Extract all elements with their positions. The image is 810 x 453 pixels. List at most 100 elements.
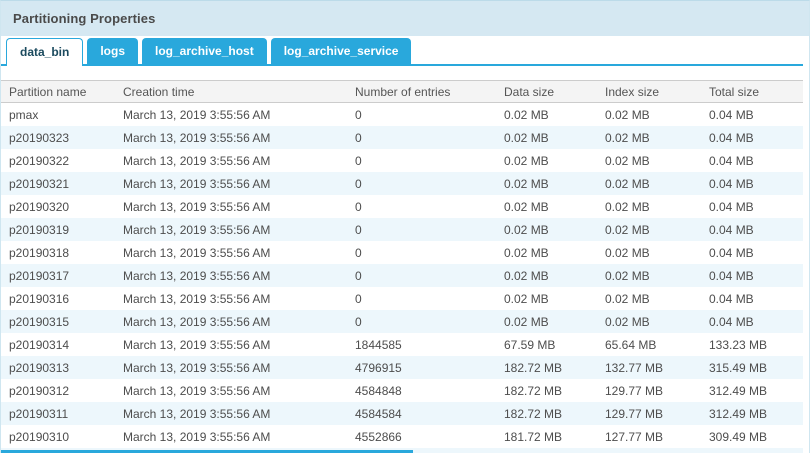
cell-total-size: 0.04 MB [709, 107, 754, 122]
cell-total-size: 0.04 MB [709, 222, 754, 237]
table-row[interactable]: p20190318 March 13, 2019 3:55:56 AM 0 0.02 … [1, 241, 803, 264]
cell-total-size: 312.49 MB [709, 383, 768, 398]
cell-index-size: 0.02 MB [605, 268, 650, 283]
cell-partition-name: p20190311 [9, 406, 69, 421]
cell-creation-time: March 13, 2019 3:55:56 AM [123, 130, 271, 145]
table-row[interactable]: p20190311 March 13, 2019 3:55:56 AM 458458… [1, 402, 803, 425]
cell-number-of-entries: 0 [355, 107, 362, 122]
cell-number-of-entries: 0 [355, 314, 362, 329]
cell-total-size: 0.04 MB [709, 130, 754, 145]
tab-log_archive_host[interactable]: log_archive_host [142, 38, 267, 64]
cell-data-size: 0.02 MB [504, 268, 549, 283]
tab-logs[interactable]: logs [87, 38, 139, 64]
cell-data-size: 0.02 MB [504, 314, 549, 329]
tab-data_bin[interactable]: data_bin [6, 38, 84, 66]
cell-number-of-entries: 1844585 [355, 337, 402, 352]
cell-creation-time: March 13, 2019 3:55:56 AM [123, 429, 271, 444]
column-header-creation-time: Creation time [123, 84, 195, 99]
cell-number-of-entries: 4796915 [355, 360, 402, 375]
cell-creation-time: March 13, 2019 3:55:56 AM [123, 406, 271, 421]
cell-data-size: 182.72 MB [504, 360, 563, 375]
cell-total-size: 0.04 MB [709, 245, 754, 260]
partitions-table: Partition name Creation time Number of e… [1, 80, 803, 453]
cell-number-of-entries: 0 [355, 153, 362, 168]
cell-partition-name: p20190313 [9, 360, 70, 375]
cell-total-size: 312.49 MB [709, 406, 768, 421]
cell-creation-time: March 13, 2019 3:55:56 AM [123, 199, 271, 214]
table-row[interactable]: p20190314 March 13, 2019 3:55:56 AM 184458… [1, 333, 803, 356]
column-header-partition-name: Partition name [9, 84, 87, 99]
column-header-number-of-entries: Number of entries [355, 84, 451, 99]
cell-number-of-entries: 4552866 [355, 429, 402, 444]
panel-title: Partitioning Properties [13, 11, 156, 26]
table-row[interactable]: p20190323 March 13, 2019 3:55:56 AM 0 0.02 … [1, 126, 803, 149]
cell-total-size: 0.04 MB [709, 291, 754, 306]
tab-bar: data_bin logs log_archive_host log_archive_… [1, 38, 803, 66]
cell-creation-time: March 13, 2019 3:55:56 AM [123, 222, 271, 237]
table-row[interactable]: pmax March 13, 2019 3:55:56 AM 0 0.02 MB 0.0… [1, 103, 803, 126]
cell-data-size: 0.02 MB [504, 153, 549, 168]
cell-number-of-entries: 0 [355, 291, 362, 306]
table-row[interactable]: p20190321 March 13, 2019 3:55:56 AM 0 0.02 … [1, 172, 803, 195]
horizontal-scrollbar-thumb[interactable] [1, 450, 413, 453]
cell-creation-time: March 13, 2019 3:55:56 AM [123, 383, 271, 398]
cell-partition-name: p20190320 [9, 199, 70, 214]
cell-partition-name: p20190312 [9, 383, 70, 398]
cell-partition-name: p20190318 [9, 245, 70, 260]
table-body: pmax March 13, 2019 3:55:56 AM 0 0.02 MB 0.0… [1, 103, 803, 448]
cell-partition-name: p20190316 [9, 291, 70, 306]
cell-number-of-entries: 0 [355, 176, 362, 191]
cell-creation-time: March 13, 2019 3:55:56 AM [123, 291, 271, 306]
cell-index-size: 0.02 MB [605, 314, 650, 329]
cell-data-size: 182.72 MB [504, 383, 563, 398]
cell-data-size: 0.02 MB [504, 291, 549, 306]
tab-log_archive_service[interactable]: log_archive_service [270, 38, 412, 64]
cell-number-of-entries: 4584848 [355, 383, 402, 398]
table-row[interactable]: p20190320 March 13, 2019 3:55:56 AM 0 0.02 … [1, 195, 803, 218]
cell-creation-time: March 13, 2019 3:55:56 AM [123, 245, 271, 260]
cell-index-size: 129.77 MB [605, 383, 664, 398]
cell-creation-time: March 13, 2019 3:55:56 AM [123, 360, 271, 375]
table-row[interactable]: p20190315 March 13, 2019 3:55:56 AM 0 0.02 … [1, 310, 803, 333]
cell-number-of-entries: 0 [355, 199, 362, 214]
cell-partition-name: p20190321 [9, 176, 70, 191]
cell-total-size: 133.23 MB [709, 337, 768, 352]
table-row[interactable]: p20190313 March 13, 2019 3:55:56 AM 479691… [1, 356, 803, 379]
cell-index-size: 132.77 MB [605, 360, 664, 375]
cell-data-size: 0.02 MB [504, 245, 549, 260]
cell-number-of-entries: 0 [355, 130, 362, 145]
table-row[interactable]: p20190316 March 13, 2019 3:55:56 AM 0 0.02 … [1, 287, 803, 310]
table-row[interactable]: p20190310 March 13, 2019 3:55:56 AM 455286… [1, 425, 803, 448]
table-row[interactable]: p20190317 March 13, 2019 3:55:56 AM 0 0.02 … [1, 264, 803, 287]
cell-number-of-entries: 4584584 [355, 406, 402, 421]
table-row[interactable]: p20190312 March 13, 2019 3:55:56 AM 458484… [1, 379, 803, 402]
cell-data-size: 0.02 MB [504, 107, 549, 122]
cell-total-size: 0.04 MB [709, 199, 754, 214]
cell-total-size: 309.49 MB [709, 429, 768, 444]
cell-creation-time: March 13, 2019 3:55:56 AM [123, 153, 271, 168]
cell-creation-time: March 13, 2019 3:55:56 AM [123, 268, 271, 283]
table-row[interactable]: p20190319 March 13, 2019 3:55:56 AM 0 0.02 … [1, 218, 803, 241]
cell-data-size: 182.72 MB [504, 406, 563, 421]
cell-partition-name: p20190319 [9, 222, 70, 237]
cell-number-of-entries: 0 [355, 268, 362, 283]
cell-index-size: 0.02 MB [605, 153, 650, 168]
cell-partition-name: p20190317 [9, 268, 70, 283]
cell-data-size: 0.02 MB [504, 199, 549, 214]
cell-data-size: 67.59 MB [504, 337, 556, 352]
cell-partition-name: p20190323 [9, 130, 70, 145]
cell-number-of-entries: 0 [355, 222, 362, 237]
column-header-index-size: Index size [605, 84, 660, 99]
column-header-data-size: Data size [504, 84, 555, 99]
cell-index-size: 0.02 MB [605, 222, 650, 237]
cell-index-size: 65.64 MB [605, 337, 657, 352]
panel-titlebar: Partitioning Properties [1, 1, 809, 36]
cell-total-size: 0.04 MB [709, 153, 754, 168]
cell-total-size: 315.49 MB [709, 360, 768, 375]
cell-index-size: 0.02 MB [605, 199, 650, 214]
cell-data-size: 181.72 MB [504, 429, 563, 444]
cell-index-size: 0.02 MB [605, 107, 650, 122]
cell-total-size: 0.04 MB [709, 176, 754, 191]
table-row[interactable]: p20190322 March 13, 2019 3:55:56 AM 0 0.02 … [1, 149, 803, 172]
